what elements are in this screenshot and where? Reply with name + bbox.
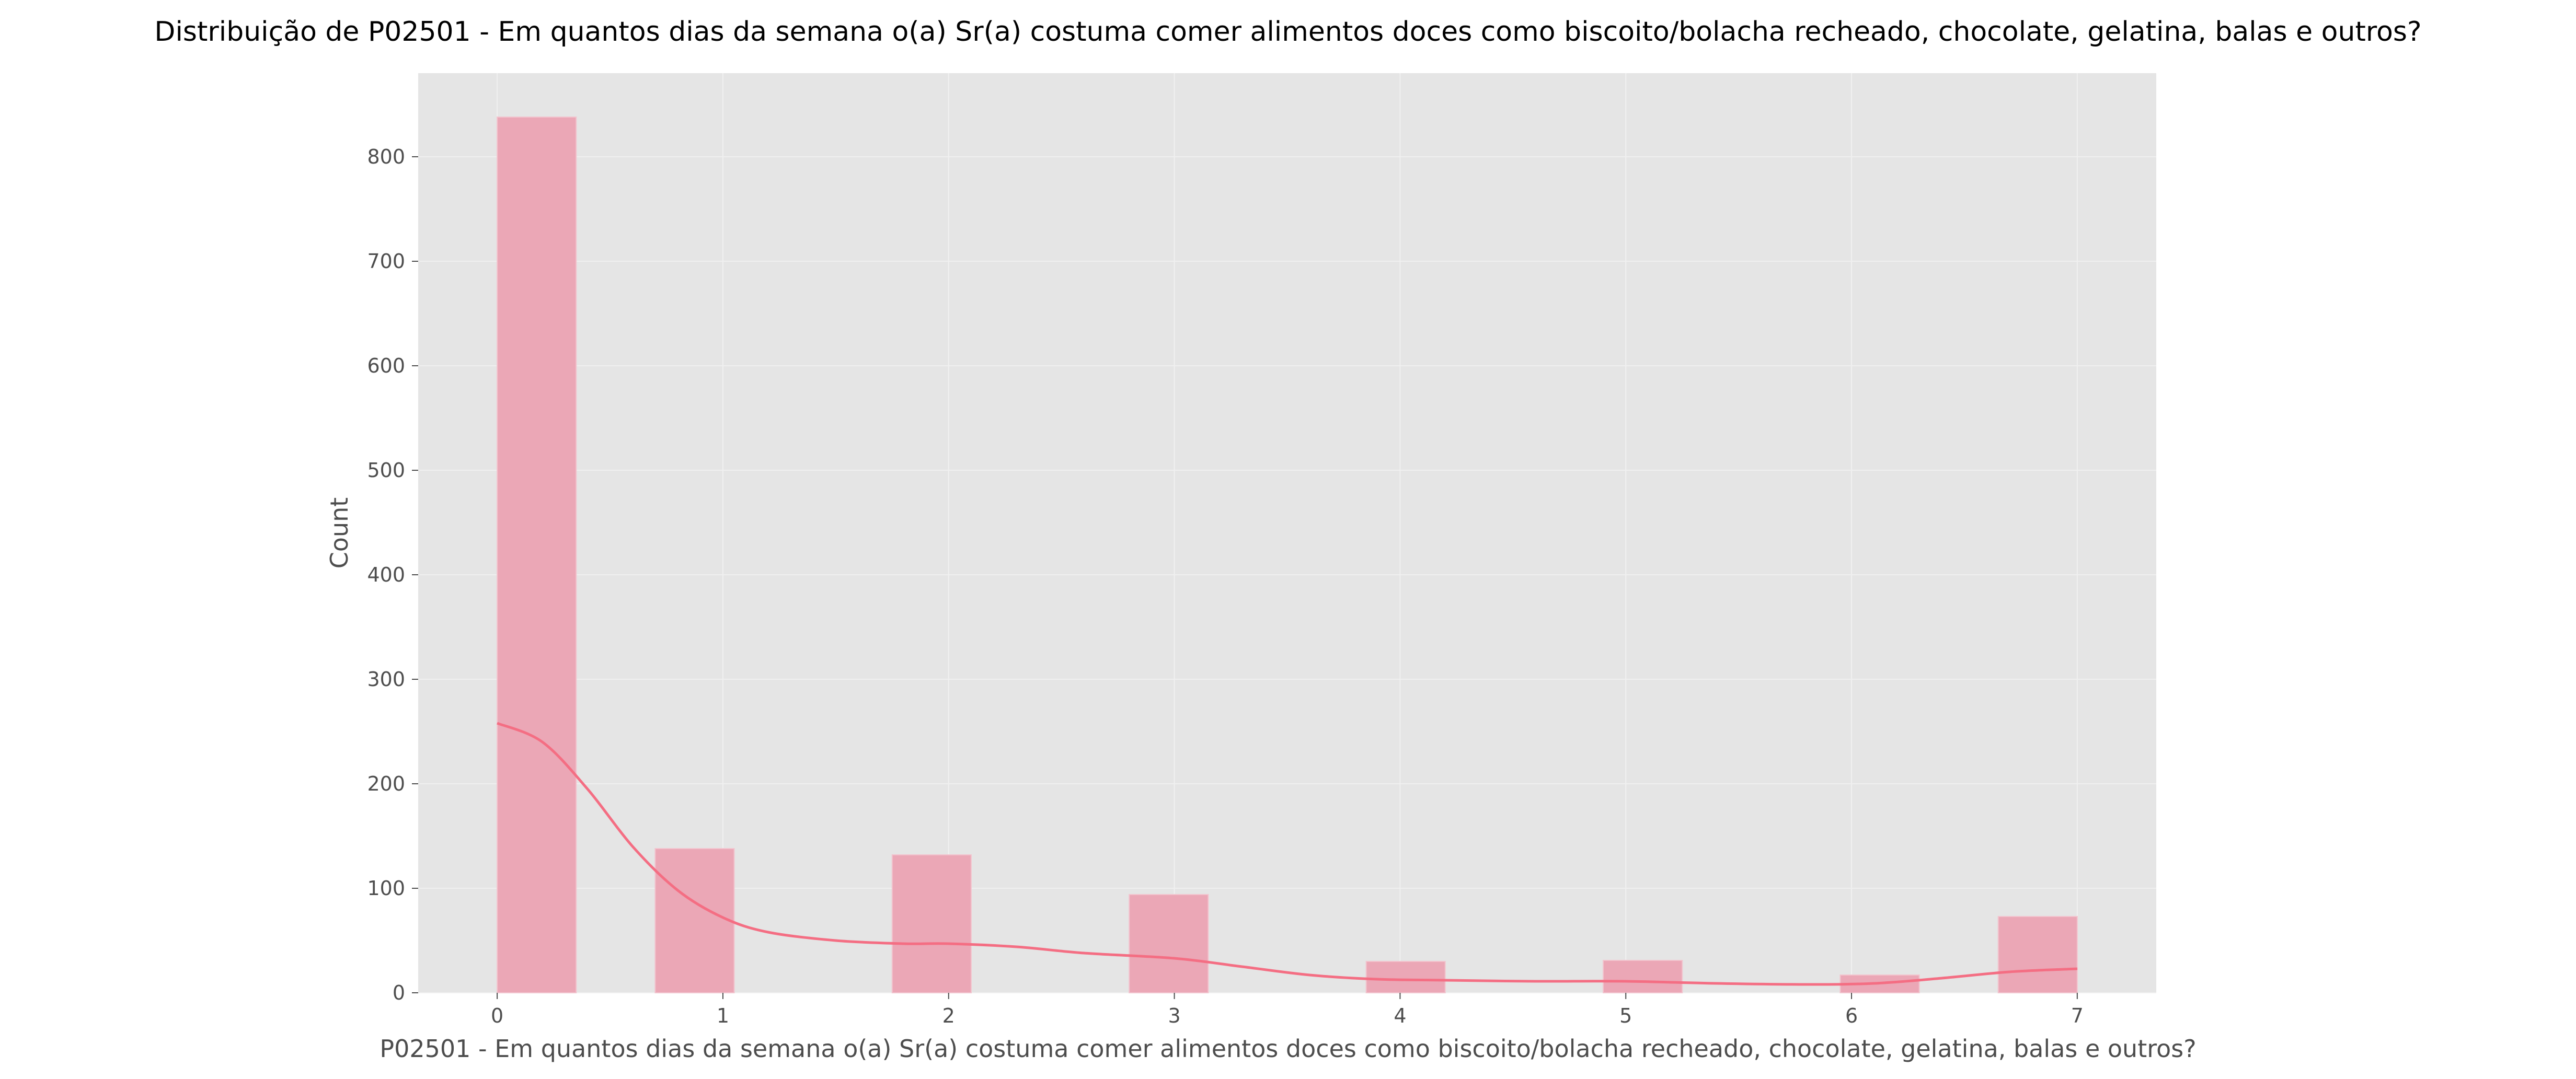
y-tick-label-2: 200 — [367, 772, 405, 795]
x-tick-label-1: 1 — [717, 1004, 729, 1027]
histogram-bar-7 — [1997, 916, 2078, 993]
y-tick-label-3: 300 — [367, 668, 405, 691]
y-tick-label-8: 800 — [367, 145, 405, 168]
x-tick-label-7: 7 — [2071, 1004, 2084, 1027]
histogram-bar-5 — [1603, 960, 1683, 993]
x-tick-label-6: 6 — [1845, 1004, 1858, 1027]
plot-background — [418, 73, 2156, 993]
x-axis-ticks: 0 1 2 3 4 5 6 7 — [491, 993, 2084, 1027]
x-axis-label: P02501 - Em quantos dias da semana o(a) … — [380, 1035, 2196, 1063]
y-tick-label-5: 500 — [367, 459, 405, 482]
kde-curve — [497, 722, 2078, 986]
x-tick-label-0: 0 — [491, 1004, 503, 1027]
y-axis-label: Count — [325, 497, 353, 569]
x-tick-label-5: 5 — [1619, 1004, 1632, 1027]
y-tick-label-0: 0 — [393, 981, 405, 1004]
histogram-bar-0 — [497, 117, 577, 993]
histogram-bar-3 — [1129, 894, 1209, 993]
chart-title: Distribuição de P02501 - Em quantos dias… — [154, 16, 2421, 48]
y-axis-ticks: 0 100 200 300 400 500 600 700 800 — [367, 145, 418, 1004]
y-tick-label-4: 400 — [367, 563, 405, 586]
y-tick-label-7: 700 — [367, 250, 405, 273]
x-tick-label-4: 4 — [1394, 1004, 1406, 1027]
histogram-bar-4 — [1365, 961, 1446, 993]
histogram-bar-2 — [891, 854, 972, 993]
histogram-bar-1 — [654, 848, 735, 993]
histogram-bars — [497, 117, 2078, 993]
y-tick-label-6: 600 — [367, 354, 405, 377]
x-tick-label-2: 2 — [942, 1004, 955, 1027]
y-tick-label-1: 100 — [367, 877, 405, 900]
x-tick-label-3: 3 — [1168, 1004, 1180, 1027]
